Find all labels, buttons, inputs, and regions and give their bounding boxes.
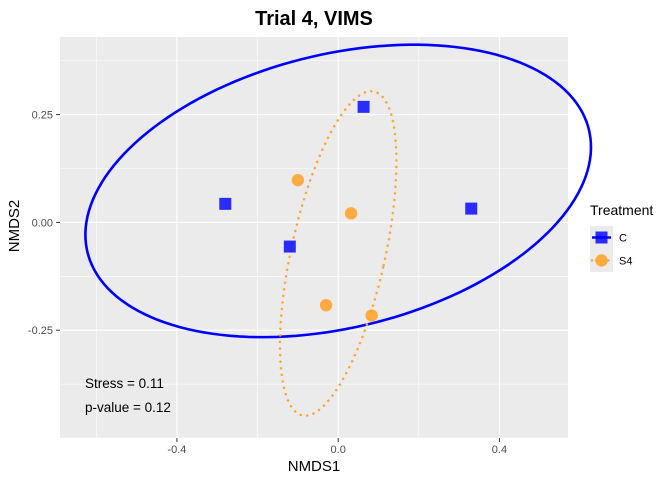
x-axis: -0.4 0.0 0.4 — [167, 438, 507, 456]
y-axis-title: NMDS2 — [6, 200, 23, 253]
point-s4 — [344, 207, 358, 220]
point-c — [465, 202, 478, 215]
x-tick-label: 0.0 — [331, 444, 346, 456]
panel-background — [60, 37, 568, 438]
legend-marker-s4 — [595, 254, 608, 267]
plot-panel — [60, 37, 568, 438]
legend-label-c: C — [619, 233, 627, 245]
point-s4 — [319, 298, 333, 312]
point-s4 — [291, 173, 305, 187]
grid-lines — [60, 37, 568, 439]
x-tick-label: 0.4 — [492, 444, 507, 456]
x-tick-label: -0.4 — [167, 444, 186, 456]
y-tick-label: 0.00 — [32, 217, 53, 229]
legend-marker-c — [595, 231, 608, 244]
annotation-1: p-value = 0.12 — [85, 400, 171, 415]
ellipse-c — [84, 43, 593, 339]
x-axis-title: NMDS1 — [288, 458, 341, 475]
legend-title: Treatment — [590, 202, 653, 218]
legend-label-s4: S4 — [619, 256, 632, 268]
point-c — [219, 197, 232, 210]
annotation-0: Stress = 0.11 — [85, 376, 164, 391]
chart-title: Trial 4, VIMS — [255, 8, 373, 30]
y-axis: -0.25 0.00 0.25 — [28, 110, 60, 337]
ellipse-layer — [84, 43, 593, 417]
legend: Treatment C S4 — [590, 202, 653, 272]
point-layer — [219, 100, 478, 322]
y-tick-label: -0.25 — [28, 325, 53, 337]
stats-annotations: Stress = 0.11 p-value = 0.12 — [85, 376, 171, 415]
y-tick-label: 0.25 — [32, 110, 53, 122]
point-s4 — [365, 309, 378, 322]
point-c — [283, 240, 296, 253]
point-c — [357, 100, 370, 113]
